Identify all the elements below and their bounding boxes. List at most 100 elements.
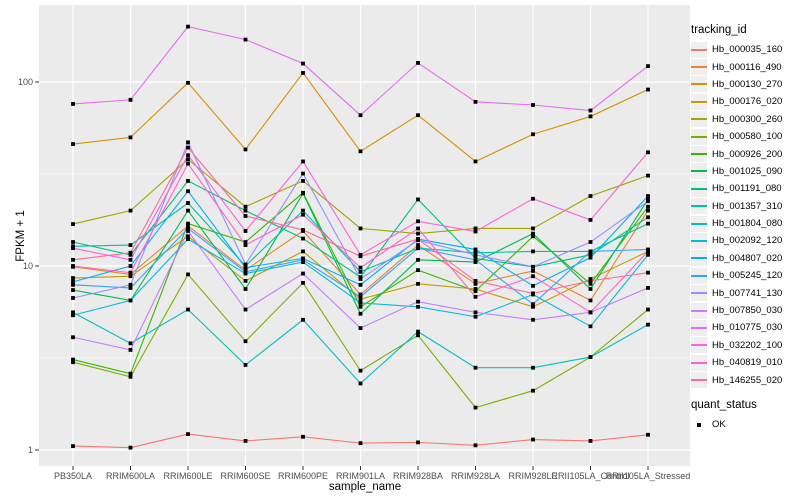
data-point	[243, 278, 248, 283]
data-point	[243, 269, 248, 274]
legend-key-line	[691, 274, 707, 277]
legend-key-line	[691, 239, 707, 242]
data-point	[588, 194, 593, 198]
legend-key-line	[691, 153, 707, 156]
data-point	[186, 237, 190, 242]
data-point	[186, 140, 190, 145]
data-point	[531, 365, 535, 370]
data-point	[301, 317, 305, 322]
data-point	[416, 226, 420, 231]
legend-key-swatch	[691, 163, 707, 180]
data-point	[128, 270, 133, 275]
legend-key-line	[691, 361, 707, 364]
data-point	[128, 252, 133, 257]
legend-key-line	[691, 326, 707, 329]
data-point	[71, 240, 75, 244]
data-point	[186, 224, 190, 228]
legend-item: Hb_000035_160	[691, 41, 799, 58]
data-point	[416, 304, 420, 309]
legend-item: Hb_001804_080	[691, 215, 799, 232]
x-tick-label: PB350LA	[53, 471, 93, 481]
data-point	[588, 281, 593, 286]
data-point	[531, 132, 535, 137]
legend-key-swatch	[691, 111, 707, 128]
data-point	[128, 257, 133, 262]
data-point	[301, 249, 305, 254]
y-tick-label: 10	[22, 260, 33, 271]
legend-item: Hb_005245_120	[691, 267, 799, 284]
data-point	[243, 240, 248, 244]
x-tick-label: RRIM600LA	[105, 471, 156, 481]
legend-key-swatch	[691, 302, 707, 319]
data-point	[646, 215, 650, 220]
legend-key-swatch	[691, 354, 707, 371]
data-point	[588, 255, 593, 260]
data-point	[473, 294, 478, 299]
data-point	[531, 283, 535, 288]
legend-item-label: Hb_000580_100	[712, 131, 783, 143]
data-point	[531, 304, 535, 309]
legend-item: Hb_007850_030	[691, 302, 799, 319]
data-point	[186, 234, 190, 239]
data-point	[243, 339, 248, 344]
legend-key-line	[691, 100, 707, 103]
data-point	[588, 218, 593, 222]
data-point	[358, 254, 363, 259]
data-point	[358, 269, 363, 274]
data-point	[71, 360, 75, 365]
data-point	[186, 201, 190, 205]
legend-item-label: Hb_001191_080	[712, 183, 782, 195]
legend-key-line	[691, 292, 707, 295]
legend-key-line	[691, 170, 707, 173]
data-point	[128, 347, 133, 352]
data-point	[71, 142, 75, 146]
legend-key-swatch	[691, 232, 707, 249]
data-point	[128, 135, 133, 140]
data-point	[473, 252, 478, 257]
data-point	[588, 298, 593, 303]
data-point	[646, 247, 650, 252]
y-tick-label: 1	[27, 444, 33, 455]
legend-key-swatch	[691, 267, 707, 284]
data-point	[301, 71, 305, 75]
x-tick-label: RRII105LA_Control	[551, 471, 630, 481]
data-point	[531, 226, 535, 231]
legend-item-label: Hb_007741_130	[712, 287, 783, 299]
x-tick-label: RRIM901LA	[335, 471, 386, 481]
data-point	[301, 434, 305, 439]
data-point	[473, 226, 478, 231]
data-point	[646, 173, 650, 178]
data-point	[588, 439, 593, 443]
data-point	[301, 179, 305, 183]
data-point	[416, 231, 420, 236]
data-point	[243, 229, 248, 233]
data-point	[358, 381, 363, 386]
data-point	[416, 281, 420, 286]
data-point	[301, 271, 305, 276]
data-point	[646, 87, 650, 92]
data-point	[186, 153, 190, 158]
data-point	[358, 304, 363, 309]
data-point	[416, 333, 420, 338]
data-point	[358, 294, 363, 299]
legend-key-swatch	[691, 59, 707, 76]
x-tick-label: RRIM600SE	[220, 471, 271, 481]
x-tick-label: RRIM928LE	[508, 471, 558, 481]
data-point	[473, 250, 478, 255]
data-point	[473, 287, 478, 291]
data-point	[186, 272, 190, 277]
data-point	[473, 314, 478, 319]
data-point	[301, 260, 305, 265]
legend-key-line	[691, 135, 707, 138]
data-point	[301, 236, 305, 241]
data-point	[473, 405, 478, 410]
data-point	[588, 249, 593, 254]
data-point	[243, 265, 248, 270]
data-point	[243, 204, 248, 209]
data-point	[416, 440, 420, 445]
data-point	[71, 310, 75, 315]
data-point	[128, 286, 133, 290]
data-point	[301, 159, 305, 164]
x-tick-label: RRIM600LE	[163, 471, 213, 481]
data-point	[301, 191, 305, 196]
